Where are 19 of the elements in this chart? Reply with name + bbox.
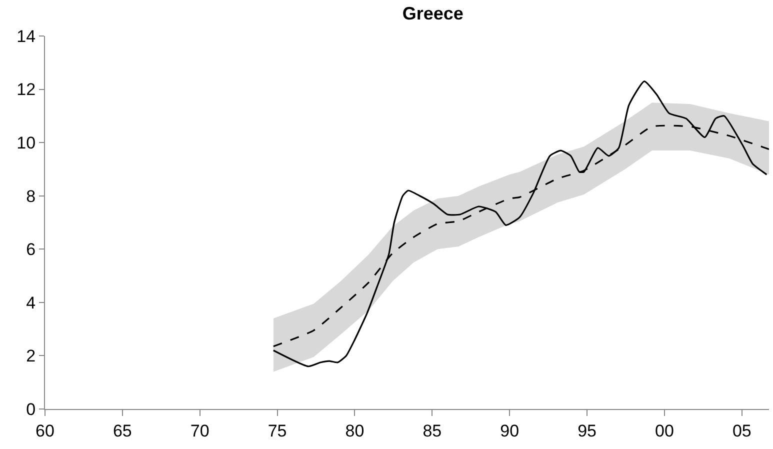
x-tick-label: 05 bbox=[732, 421, 752, 440]
x-tick-label: 80 bbox=[345, 421, 364, 440]
y-tick-label: 6 bbox=[26, 240, 36, 260]
x-tick-label: 65 bbox=[112, 421, 132, 440]
x-tick-label: 70 bbox=[190, 421, 210, 440]
x-tick-label: 00 bbox=[655, 421, 674, 440]
y-tick-label: 14 bbox=[16, 26, 36, 46]
x-tick-label: 95 bbox=[578, 421, 596, 440]
y-tick-label: 10 bbox=[16, 134, 36, 153]
y-tick-label: 4 bbox=[26, 293, 36, 312]
x-tick-label: 90 bbox=[500, 421, 520, 440]
x-tick-label: 75 bbox=[268, 421, 287, 440]
y-tick-label: 12 bbox=[16, 80, 36, 100]
x-tick-label: 85 bbox=[422, 421, 442, 440]
chart-title: Greece bbox=[402, 3, 464, 24]
x-tick-label: 60 bbox=[36, 421, 54, 440]
y-tick-label: 2 bbox=[26, 346, 36, 366]
y-tick-label: 0 bbox=[26, 400, 36, 419]
y-tick-label: 8 bbox=[26, 186, 36, 206]
